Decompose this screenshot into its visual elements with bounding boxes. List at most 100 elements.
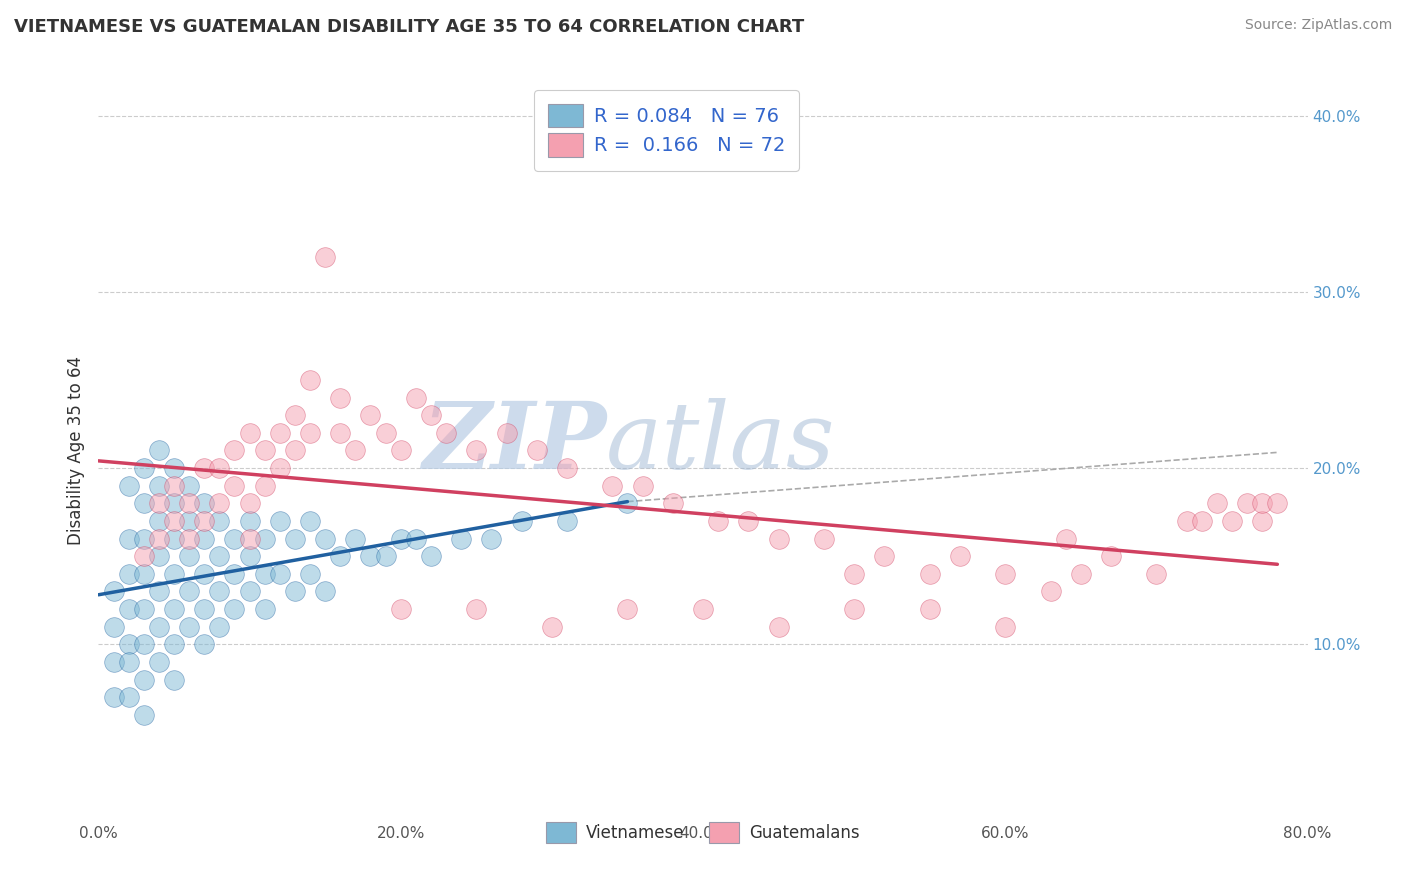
Point bbox=[239, 549, 262, 564]
Point bbox=[148, 532, 170, 546]
Point bbox=[253, 443, 276, 458]
Point bbox=[813, 532, 835, 546]
Point bbox=[132, 461, 155, 475]
Point bbox=[510, 514, 533, 528]
Point bbox=[163, 461, 186, 475]
Point bbox=[1175, 514, 1198, 528]
Point bbox=[994, 566, 1017, 581]
Point bbox=[253, 479, 276, 493]
Point bbox=[284, 532, 307, 546]
Point bbox=[602, 479, 624, 493]
Point bbox=[299, 514, 322, 528]
Point bbox=[1191, 514, 1213, 528]
Point bbox=[148, 655, 170, 669]
Point bbox=[163, 637, 186, 651]
Point bbox=[360, 549, 382, 564]
Point bbox=[768, 532, 790, 546]
Point bbox=[284, 584, 307, 599]
Point bbox=[193, 496, 215, 510]
Point bbox=[208, 549, 231, 564]
Point bbox=[163, 479, 186, 493]
Point bbox=[1251, 496, 1274, 510]
Point bbox=[495, 425, 517, 440]
Point bbox=[329, 549, 352, 564]
Point bbox=[239, 496, 262, 510]
Point bbox=[118, 602, 141, 616]
Point bbox=[163, 532, 186, 546]
Point bbox=[994, 620, 1017, 634]
Point bbox=[631, 479, 654, 493]
Point bbox=[1144, 566, 1167, 581]
Point bbox=[420, 549, 443, 564]
Point bbox=[132, 673, 155, 687]
Point bbox=[1220, 514, 1243, 528]
Point bbox=[526, 443, 548, 458]
Point bbox=[224, 479, 246, 493]
Point bbox=[132, 549, 155, 564]
Point bbox=[616, 602, 638, 616]
Point bbox=[239, 425, 262, 440]
Point bbox=[132, 707, 155, 722]
Point bbox=[253, 566, 276, 581]
Point bbox=[465, 443, 488, 458]
Point bbox=[103, 620, 125, 634]
Point bbox=[224, 566, 246, 581]
Point bbox=[389, 443, 412, 458]
Point bbox=[118, 479, 141, 493]
Point bbox=[132, 602, 155, 616]
Point bbox=[616, 496, 638, 510]
Point bbox=[208, 514, 231, 528]
Point bbox=[844, 602, 866, 616]
Point bbox=[707, 514, 730, 528]
Point bbox=[949, 549, 972, 564]
Point bbox=[193, 461, 215, 475]
Point bbox=[481, 532, 503, 546]
Point bbox=[450, 532, 472, 546]
Point bbox=[253, 602, 276, 616]
Point bbox=[193, 566, 215, 581]
Point bbox=[148, 443, 170, 458]
Point bbox=[193, 602, 215, 616]
Point bbox=[844, 566, 866, 581]
Point bbox=[132, 532, 155, 546]
Point bbox=[1236, 496, 1258, 510]
Point bbox=[284, 443, 307, 458]
Point bbox=[314, 532, 336, 546]
Point bbox=[344, 443, 367, 458]
Point bbox=[405, 532, 427, 546]
Text: ZIP: ZIP bbox=[422, 398, 606, 488]
Point bbox=[269, 514, 291, 528]
Point bbox=[389, 532, 412, 546]
Point bbox=[163, 566, 186, 581]
Point bbox=[329, 425, 352, 440]
Point bbox=[224, 443, 246, 458]
Point bbox=[1251, 514, 1274, 528]
Point bbox=[118, 532, 141, 546]
Point bbox=[374, 425, 396, 440]
Point bbox=[132, 496, 155, 510]
Point bbox=[163, 496, 186, 510]
Point bbox=[239, 584, 262, 599]
Point bbox=[148, 479, 170, 493]
Point bbox=[208, 496, 231, 510]
Point bbox=[103, 655, 125, 669]
Point bbox=[1070, 566, 1092, 581]
Point bbox=[208, 620, 231, 634]
Point bbox=[269, 566, 291, 581]
Text: atlas: atlas bbox=[606, 398, 835, 488]
Point bbox=[208, 461, 231, 475]
Point bbox=[148, 620, 170, 634]
Y-axis label: Disability Age 35 to 64: Disability Age 35 to 64 bbox=[66, 356, 84, 545]
Point bbox=[737, 514, 759, 528]
Point bbox=[299, 373, 322, 387]
Point bbox=[768, 620, 790, 634]
Point bbox=[103, 690, 125, 705]
Point bbox=[118, 655, 141, 669]
Point bbox=[1039, 584, 1062, 599]
Point bbox=[224, 602, 246, 616]
Text: Source: ZipAtlas.com: Source: ZipAtlas.com bbox=[1244, 18, 1392, 32]
Point bbox=[179, 584, 201, 599]
Point bbox=[374, 549, 396, 564]
Point bbox=[179, 620, 201, 634]
Point bbox=[193, 637, 215, 651]
